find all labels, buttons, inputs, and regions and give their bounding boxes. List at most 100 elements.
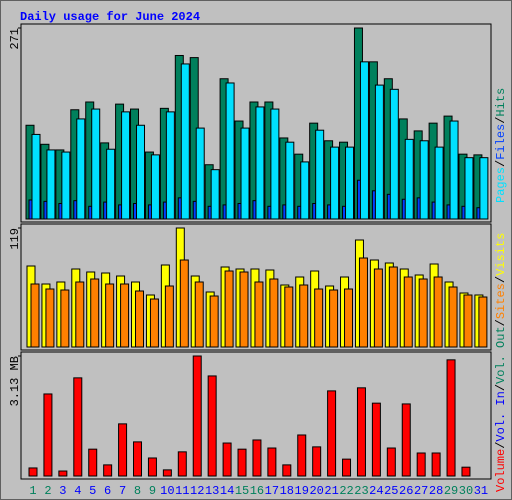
bar bbox=[431, 452, 441, 477]
bar bbox=[478, 296, 488, 348]
bar bbox=[254, 281, 264, 348]
bar bbox=[479, 157, 489, 220]
bar bbox=[165, 111, 175, 220]
bar bbox=[434, 146, 444, 220]
bar bbox=[75, 281, 85, 348]
x-tick-label: 12 bbox=[190, 484, 204, 498]
bar bbox=[300, 161, 310, 220]
bar bbox=[120, 283, 130, 348]
x-tick-label: 21 bbox=[324, 484, 338, 498]
bar bbox=[299, 284, 309, 348]
legend-entry: Files bbox=[494, 124, 508, 160]
x-tick-label: 23 bbox=[354, 484, 368, 498]
bar bbox=[224, 270, 234, 348]
bar bbox=[371, 402, 381, 477]
bar bbox=[162, 469, 172, 477]
bar bbox=[209, 295, 219, 348]
bar bbox=[315, 129, 325, 220]
x-tick-label: 7 bbox=[119, 484, 126, 498]
bar bbox=[344, 288, 354, 348]
x-tick-label: 24 bbox=[369, 484, 383, 498]
bar bbox=[448, 286, 458, 348]
bar bbox=[449, 120, 459, 220]
x-tick-label: 4 bbox=[74, 484, 81, 498]
bar bbox=[177, 451, 187, 477]
bar bbox=[194, 281, 204, 348]
bar bbox=[446, 359, 456, 477]
legend: Volume/Vol. In/Vol. Out/Sites/Visits bbox=[494, 233, 508, 492]
bar bbox=[404, 138, 414, 220]
bar bbox=[356, 387, 366, 477]
bar bbox=[267, 447, 277, 477]
bar bbox=[88, 448, 98, 477]
bar bbox=[255, 106, 265, 220]
bar bbox=[240, 127, 250, 220]
x-tick-label: 2 bbox=[44, 484, 51, 498]
bar bbox=[282, 464, 292, 477]
bar bbox=[136, 124, 146, 220]
bar bbox=[297, 434, 307, 477]
legend-separator: / bbox=[494, 117, 508, 124]
y-tick-label: 271 bbox=[8, 28, 22, 50]
bar bbox=[269, 278, 279, 348]
x-tick-label: 17 bbox=[265, 484, 279, 498]
bar bbox=[342, 458, 352, 477]
bar bbox=[403, 276, 413, 348]
bar bbox=[76, 118, 86, 220]
bar bbox=[61, 151, 71, 220]
chart-title: Daily usage for June 2024 bbox=[20, 10, 200, 24]
bar bbox=[91, 108, 101, 220]
bar bbox=[285, 141, 295, 220]
bar bbox=[133, 441, 143, 477]
bar bbox=[330, 146, 340, 220]
bar bbox=[433, 276, 443, 348]
bar bbox=[90, 278, 100, 348]
x-tick-label: 10 bbox=[160, 484, 174, 498]
bar bbox=[314, 288, 324, 348]
bar bbox=[418, 278, 428, 348]
legend-separator: / bbox=[494, 319, 508, 326]
bar bbox=[312, 446, 322, 477]
legend-separator: / bbox=[494, 160, 508, 167]
bar bbox=[31, 133, 41, 220]
bar bbox=[121, 111, 131, 220]
x-tick-label: 8 bbox=[134, 484, 141, 498]
bar bbox=[210, 169, 220, 220]
bar bbox=[150, 154, 160, 220]
bar bbox=[329, 289, 339, 348]
bar bbox=[73, 377, 83, 477]
legend-separator: / bbox=[494, 442, 508, 449]
bar bbox=[179, 259, 189, 348]
bar bbox=[105, 283, 115, 348]
bar bbox=[284, 286, 294, 348]
x-tick-label: 27 bbox=[414, 484, 428, 498]
bar bbox=[30, 283, 40, 348]
x-tick-label: 1 bbox=[29, 484, 36, 498]
bar bbox=[358, 257, 368, 348]
y-tick-label: 119 bbox=[8, 228, 22, 250]
bar bbox=[401, 403, 411, 477]
x-tick-label: 9 bbox=[149, 484, 156, 498]
x-tick-label: 3 bbox=[59, 484, 66, 498]
x-tick-label: 28 bbox=[429, 484, 443, 498]
x-tick-label: 6 bbox=[104, 484, 111, 498]
bar bbox=[192, 355, 202, 477]
legend-entry: Hits bbox=[494, 88, 508, 117]
bar bbox=[373, 268, 383, 348]
bar bbox=[58, 470, 68, 477]
y-tick-label: 3.13 MB bbox=[8, 356, 22, 406]
legend-entry: Pages bbox=[494, 167, 508, 203]
x-tick-label: 19 bbox=[295, 484, 309, 498]
x-tick-label: 31 bbox=[474, 484, 488, 498]
x-tick-label: 15 bbox=[235, 484, 249, 498]
bar bbox=[386, 447, 396, 477]
x-tick-label: 25 bbox=[384, 484, 398, 498]
x-tick-label: 14 bbox=[220, 484, 234, 498]
bar bbox=[103, 464, 113, 477]
bar bbox=[180, 63, 190, 220]
bar bbox=[225, 82, 235, 220]
x-tick-label: 18 bbox=[280, 484, 294, 498]
legend-separator: / bbox=[494, 276, 508, 283]
x-tick-label: 13 bbox=[205, 484, 219, 498]
bar bbox=[461, 466, 471, 477]
